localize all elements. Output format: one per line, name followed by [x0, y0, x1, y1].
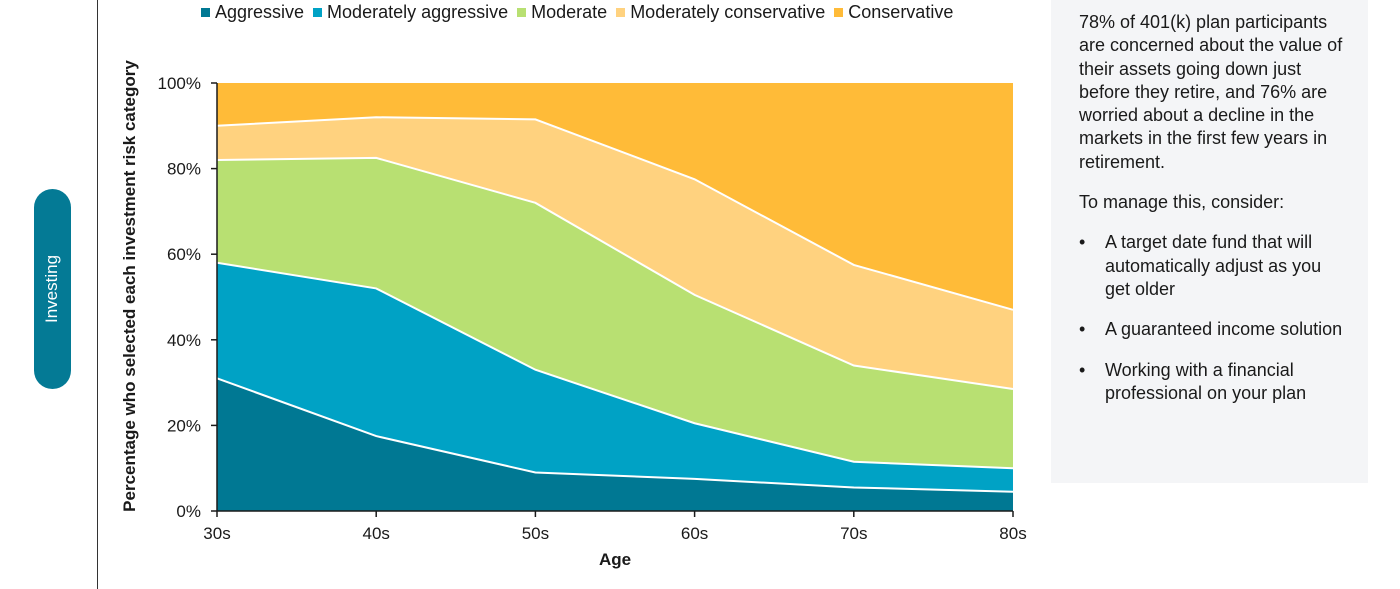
bullet-icon: •: [1079, 232, 1086, 253]
area-aggressive: [217, 378, 1013, 511]
bullet-icon: •: [1079, 319, 1086, 340]
bullet-icon: •: [1079, 359, 1086, 380]
y-tick-label: 20%: [167, 416, 201, 435]
legend-swatch: [517, 7, 527, 17]
series-boundary-line: [216, 116, 1014, 311]
legend-item-moderate: Moderate: [517, 2, 607, 23]
info-callout: 78% of 401(k) plan participants are conc…: [1051, 0, 1368, 483]
series-boundary-line: [216, 156, 1014, 391]
callout-list-item: • Working with a financial professional …: [1079, 359, 1346, 406]
callout-list-item: • A guaranteed income solution: [1079, 318, 1346, 341]
y-tick-label: 100%: [158, 74, 201, 93]
y-tick-label: 80%: [167, 160, 201, 179]
series-boundary-line: [216, 377, 1014, 493]
section-tab-investing[interactable]: Investing: [34, 189, 71, 389]
legend-label: Moderately conservative: [630, 1, 826, 22]
area-conservative: [217, 83, 1013, 310]
legend-swatch: [834, 7, 844, 17]
area-moderately-aggressive: [217, 262, 1013, 492]
legend-item-aggressive: Aggressive: [201, 2, 304, 23]
series-boundary-line: [216, 261, 1014, 470]
x-tick-label: 80s: [999, 524, 1026, 543]
callout-list-text: A guaranteed income solution: [1105, 319, 1343, 340]
x-tick-label: 40s: [362, 524, 389, 543]
callout-paragraph: 78% of 401(k) plan participants are conc…: [1079, 12, 1343, 172]
callout-paragraph: To manage this, consider:: [1079, 192, 1285, 213]
area-moderately-conservative: [217, 117, 1013, 390]
legend-swatch: [616, 7, 626, 17]
legend-item-moderately-aggressive: Moderately aggressive: [313, 2, 508, 23]
legend-item-conservative: Conservative: [834, 2, 953, 23]
chart-legend: Aggressive Moderately aggressive Moderat…: [201, 2, 962, 22]
legend-swatch: [201, 7, 210, 17]
callout-list-text: Working with a financial professional on…: [1105, 359, 1307, 403]
x-tick-label: 50s: [522, 524, 549, 543]
legend-label: Moderately aggressive: [327, 1, 509, 22]
legend-label: Moderate: [531, 1, 608, 22]
legend-label: Conservative: [848, 1, 954, 22]
x-tick-label: 70s: [840, 524, 867, 543]
y-tick-label: 40%: [167, 331, 201, 350]
y-tick-label: 60%: [167, 245, 201, 264]
callout-list: • A target date fund that will automatic…: [1079, 231, 1346, 405]
area-moderate: [217, 157, 1013, 469]
legend-swatch: [313, 7, 323, 17]
x-axis-title: Age: [598, 550, 632, 569]
stacked-area-chart: 0% 20% 40% 60% 80% 100% 30s 40s 50s 60s 70s 80s: [158, 74, 1027, 543]
callout-list-item: • A target date fund that will automatic…: [1079, 231, 1346, 301]
divider-line: [97, 0, 98, 589]
x-tick-label: 30s: [203, 524, 230, 543]
y-axis-title: Percentage who selected each investment …: [120, 60, 139, 512]
callout-list-text: A target date fund that will automatical…: [1105, 232, 1322, 299]
y-tick-label: 0%: [176, 502, 201, 521]
legend-label: Aggressive: [215, 1, 305, 22]
legend-item-moderately-conservative: Moderately conservative: [616, 2, 825, 23]
x-tick-label: 60s: [681, 524, 708, 543]
